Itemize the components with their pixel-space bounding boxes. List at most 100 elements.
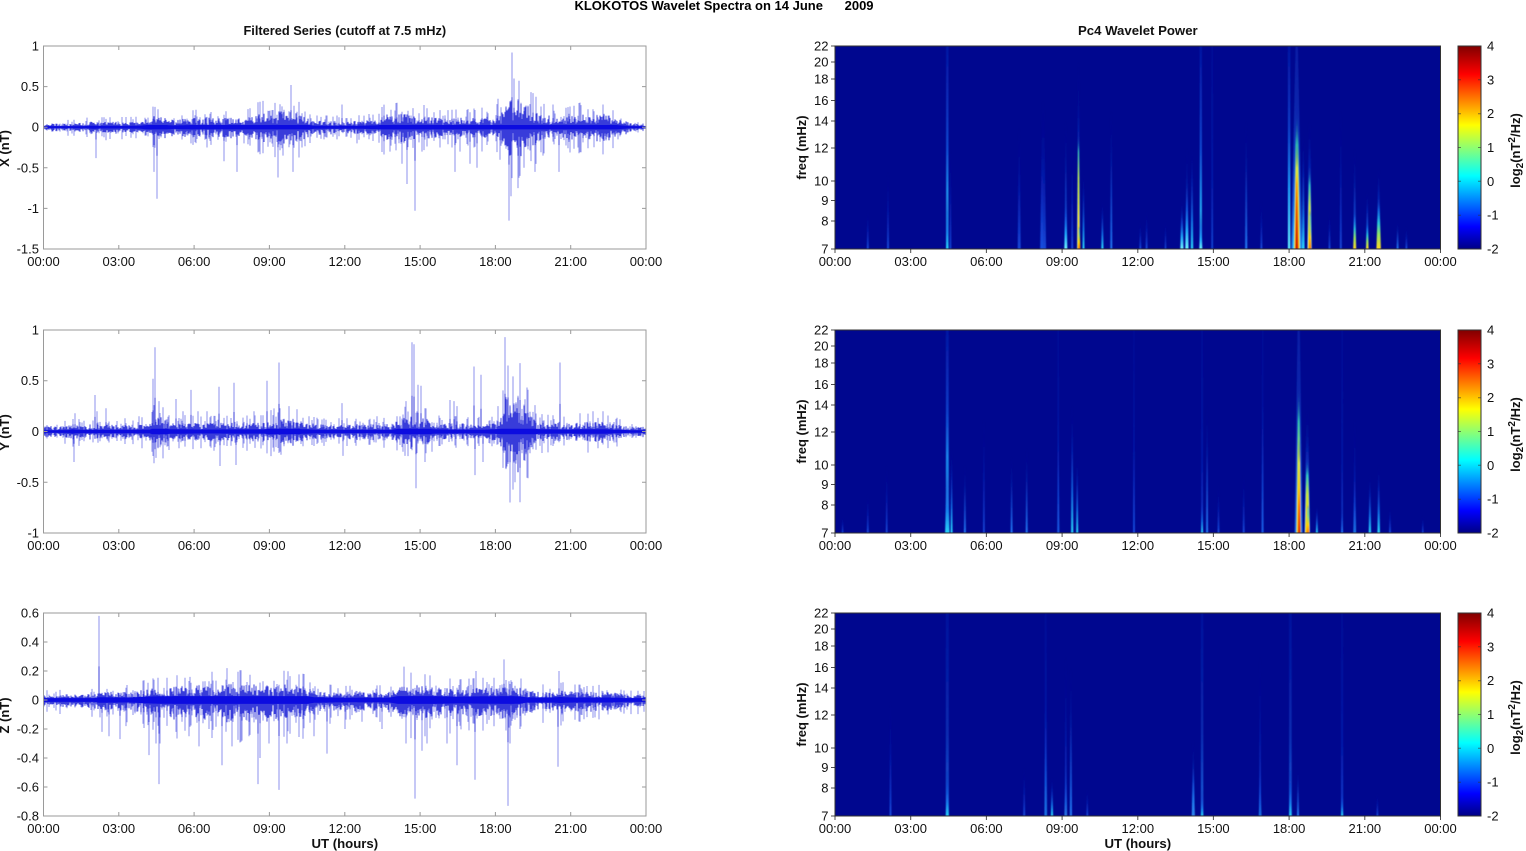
svg-text:15:00: 15:00 xyxy=(404,254,437,269)
svg-text:9: 9 xyxy=(821,477,828,492)
svg-text:20: 20 xyxy=(814,622,828,637)
svg-text:16: 16 xyxy=(814,377,828,392)
svg-text:18:00: 18:00 xyxy=(479,254,512,269)
svg-text:06:00: 06:00 xyxy=(178,821,211,836)
svg-text:21:00: 21:00 xyxy=(1349,538,1382,553)
svg-text:-0.5: -0.5 xyxy=(17,160,39,175)
svg-text:00:00: 00:00 xyxy=(27,538,60,553)
svg-text:freq (mHz): freq (mHz) xyxy=(794,399,809,463)
svg-text:12:00: 12:00 xyxy=(329,821,362,836)
svg-text:log2(nT2/Hz): log2(nT2/Hz) xyxy=(1507,680,1526,755)
svg-text:09:00: 09:00 xyxy=(253,254,286,269)
svg-text:16: 16 xyxy=(814,93,828,108)
svg-text:09:00: 09:00 xyxy=(1046,821,1079,836)
svg-text:-0.6: -0.6 xyxy=(17,780,39,795)
svg-text:0: 0 xyxy=(1487,741,1494,756)
svg-text:10: 10 xyxy=(814,741,828,756)
svg-text:22: 22 xyxy=(814,39,828,54)
svg-text:00:00: 00:00 xyxy=(630,254,663,269)
svg-text:-2: -2 xyxy=(1487,242,1499,257)
svg-text:14: 14 xyxy=(814,114,828,129)
svg-text:12:00: 12:00 xyxy=(1122,538,1155,553)
svg-text:1: 1 xyxy=(1487,140,1494,155)
svg-text:7: 7 xyxy=(821,242,828,257)
svg-text:Z (nT): Z (nT) xyxy=(0,697,12,733)
svg-text:09:00: 09:00 xyxy=(253,538,286,553)
svg-text:12:00: 12:00 xyxy=(329,254,362,269)
svg-text:12: 12 xyxy=(814,708,828,723)
svg-text:09:00: 09:00 xyxy=(253,821,286,836)
svg-text:4: 4 xyxy=(1487,39,1494,54)
svg-text:freq (mHz): freq (mHz) xyxy=(794,115,809,179)
svg-text:09:00: 09:00 xyxy=(1046,538,1079,553)
svg-text:10: 10 xyxy=(814,174,828,189)
svg-text:0: 0 xyxy=(1487,174,1494,189)
svg-text:16: 16 xyxy=(814,660,828,675)
svg-text:-0.4: -0.4 xyxy=(17,751,39,766)
svg-text:UT (hours): UT (hours) xyxy=(1104,836,1171,851)
svg-text:12: 12 xyxy=(814,141,828,156)
svg-text:18:00: 18:00 xyxy=(1273,821,1306,836)
svg-text:03:00: 03:00 xyxy=(894,821,927,836)
svg-text:3: 3 xyxy=(1487,639,1494,654)
svg-text:15:00: 15:00 xyxy=(1197,821,1230,836)
svg-text:Filtered Series (cutoff at 7.5: Filtered Series (cutoff at 7.5 mHz) xyxy=(243,23,446,38)
svg-text:22: 22 xyxy=(814,323,828,338)
svg-text:00:00: 00:00 xyxy=(27,821,60,836)
svg-text:0.5: 0.5 xyxy=(21,79,39,94)
svg-text:2: 2 xyxy=(1487,106,1494,121)
svg-text:1: 1 xyxy=(1487,424,1494,439)
svg-text:Pc4 Wavelet Power: Pc4 Wavelet Power xyxy=(1078,23,1198,38)
svg-text:06:00: 06:00 xyxy=(970,821,1003,836)
svg-text:-1: -1 xyxy=(1487,775,1499,790)
svg-text:-1: -1 xyxy=(27,201,39,216)
svg-text:21:00: 21:00 xyxy=(1349,821,1382,836)
svg-text:22: 22 xyxy=(814,606,828,621)
svg-text:18:00: 18:00 xyxy=(479,821,512,836)
svg-text:0: 0 xyxy=(32,424,39,439)
svg-text:18: 18 xyxy=(814,356,828,371)
svg-text:00:00: 00:00 xyxy=(1424,254,1457,269)
svg-text:15:00: 15:00 xyxy=(404,538,437,553)
svg-text:2: 2 xyxy=(1487,390,1494,405)
svg-text:00:00: 00:00 xyxy=(630,538,663,553)
svg-text:10: 10 xyxy=(814,458,828,473)
svg-text:18: 18 xyxy=(814,72,828,87)
svg-text:14: 14 xyxy=(814,681,828,696)
svg-text:1: 1 xyxy=(32,323,39,338)
svg-text:freq (mHz): freq (mHz) xyxy=(794,682,809,746)
svg-text:12:00: 12:00 xyxy=(329,538,362,553)
svg-text:21:00: 21:00 xyxy=(554,821,587,836)
svg-text:0.6: 0.6 xyxy=(21,606,39,621)
svg-text:1: 1 xyxy=(32,39,39,54)
svg-text:00:00: 00:00 xyxy=(819,821,852,836)
svg-text:00:00: 00:00 xyxy=(819,254,852,269)
svg-text:0: 0 xyxy=(32,693,39,708)
svg-text:20: 20 xyxy=(814,339,828,354)
svg-text:0: 0 xyxy=(1487,458,1494,473)
svg-text:15:00: 15:00 xyxy=(404,821,437,836)
svg-text:-1: -1 xyxy=(1487,492,1499,507)
svg-text:12:00: 12:00 xyxy=(1122,821,1155,836)
svg-text:03:00: 03:00 xyxy=(894,538,927,553)
svg-text:21:00: 21:00 xyxy=(554,254,587,269)
svg-text:X (nT): X (nT) xyxy=(0,130,12,167)
svg-text:7: 7 xyxy=(821,809,828,824)
svg-text:00:00: 00:00 xyxy=(27,254,60,269)
svg-text:KLOKOTOS Wavelet Spectra on 14: KLOKOTOS Wavelet Spectra on 14 June 2009 xyxy=(574,0,873,13)
svg-text:-2: -2 xyxy=(1487,526,1499,541)
svg-text:00:00: 00:00 xyxy=(1424,538,1457,553)
svg-text:20: 20 xyxy=(814,55,828,70)
svg-text:-2: -2 xyxy=(1487,809,1499,824)
svg-text:UT (hours): UT (hours) xyxy=(311,836,378,851)
svg-text:03:00: 03:00 xyxy=(103,254,136,269)
svg-text:09:00: 09:00 xyxy=(1046,254,1079,269)
svg-text:21:00: 21:00 xyxy=(1349,254,1382,269)
svg-text:-0.8: -0.8 xyxy=(17,809,39,824)
svg-text:00:00: 00:00 xyxy=(630,821,663,836)
svg-text:Y (nT): Y (nT) xyxy=(0,414,12,451)
svg-text:12:00: 12:00 xyxy=(1122,254,1155,269)
svg-text:03:00: 03:00 xyxy=(103,538,136,553)
svg-text:18:00: 18:00 xyxy=(1273,254,1306,269)
svg-text:0.4: 0.4 xyxy=(21,635,39,650)
